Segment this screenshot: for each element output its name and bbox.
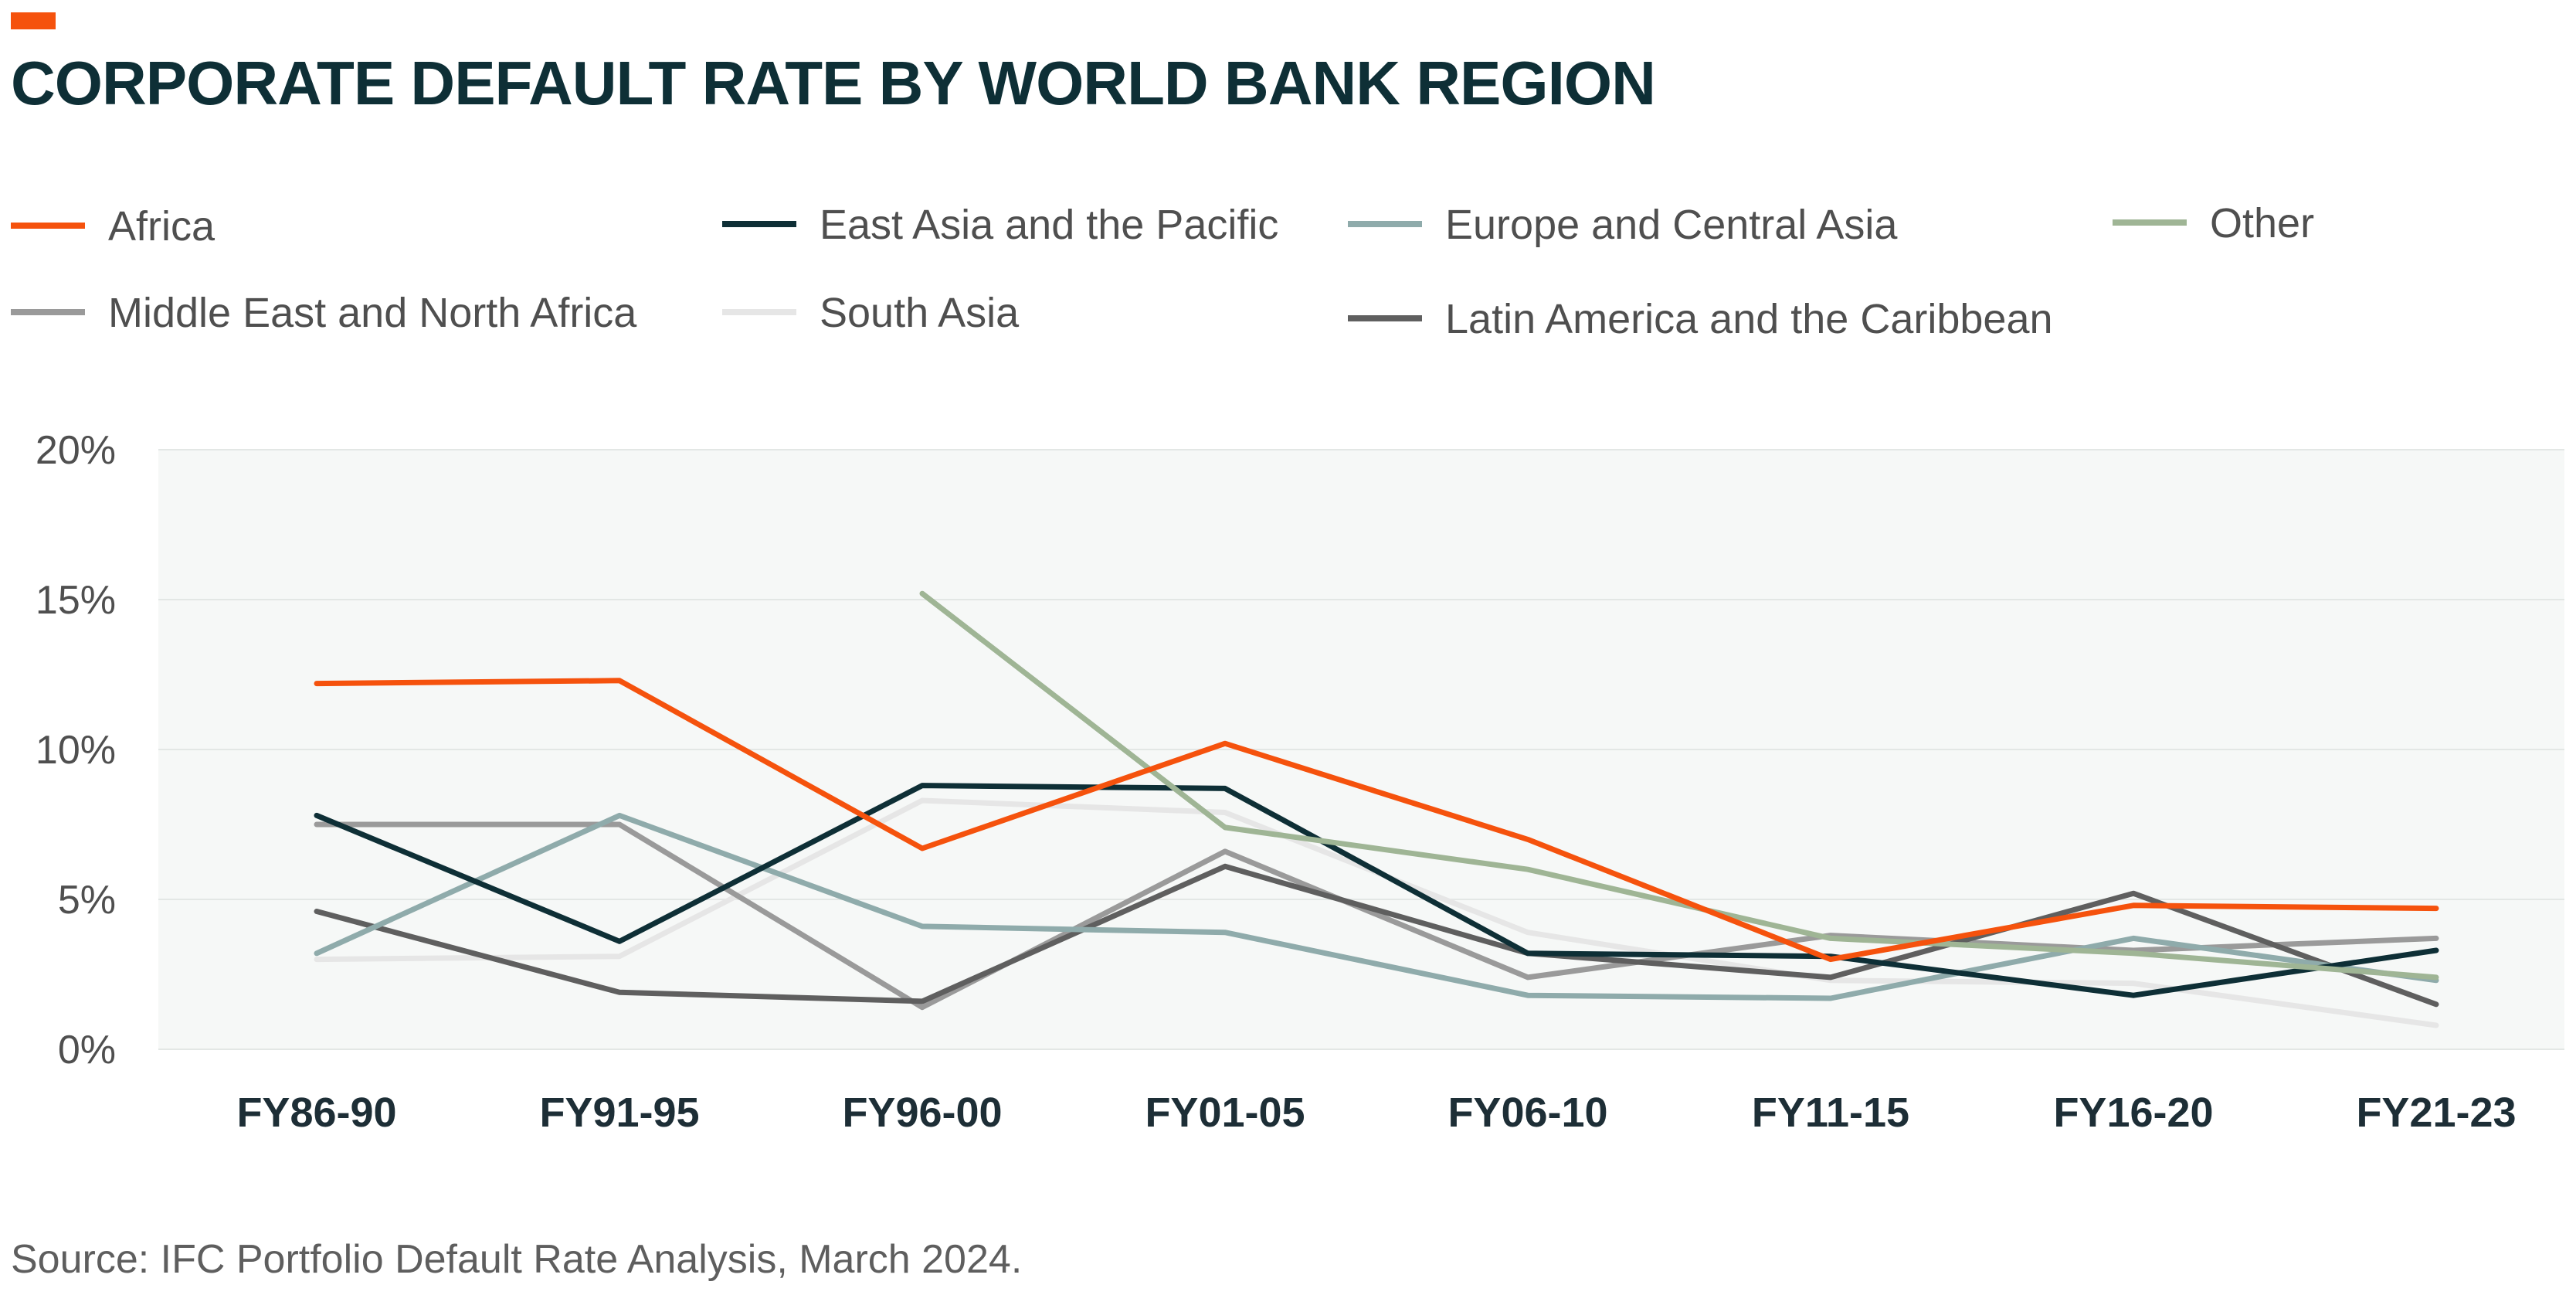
- y-tick-label: 5%: [58, 878, 116, 923]
- accent-bar: [11, 12, 56, 29]
- x-tick-label: FY21-23: [2356, 1089, 2516, 1136]
- x-tick-label: FY96-00: [842, 1089, 1002, 1136]
- series-lines: [314, 590, 2439, 1028]
- legend-item: East Asia and the Pacific: [722, 202, 1278, 248]
- series-line-east-asia-and-the-pacific: [314, 783, 2439, 998]
- legend-item: Middle East and North Africa: [11, 290, 637, 336]
- y-tick-label: 0%: [58, 1028, 116, 1072]
- series-line-other: [919, 590, 2439, 981]
- legend-label: Europe and Central Asia: [1445, 202, 1898, 248]
- legend: Africa East Asia and the Pacific Europe an…: [11, 200, 2314, 342]
- legend-item: South Asia: [722, 290, 1020, 336]
- y-tick-label: 20%: [36, 428, 116, 473]
- legend-label: Africa: [108, 203, 216, 250]
- legend-item: Other: [2113, 200, 2314, 246]
- x-tick-label: FY01-05: [1145, 1089, 1305, 1136]
- legend-label: Other: [2210, 200, 2314, 246]
- x-tick-label: FY91-95: [539, 1089, 699, 1136]
- y-tick-label: 15%: [36, 578, 116, 623]
- legend-item: Latin America and the Caribbean: [1348, 296, 2053, 342]
- legend-item: Africa: [11, 203, 216, 250]
- legend-label: Middle East and North Africa: [108, 290, 637, 336]
- x-tick-label: FY06-10: [1448, 1089, 1607, 1136]
- x-tick-label: FY11-15: [1752, 1089, 1909, 1136]
- y-axis: 0% 5% 10% 15% 20%: [36, 428, 116, 1072]
- legend-label: East Asia and the Pacific: [820, 202, 1278, 248]
- legend-label: Latin America and the Caribbean: [1445, 296, 2053, 342]
- x-axis: FY86-90 FY91-95 FY96-00 FY01-05 FY06-10 FY11-…: [236, 1089, 2516, 1136]
- chart-title: CORPORATE DEFAULT RATE BY WORLD BANK REG…: [11, 49, 1656, 117]
- series-line-latin-america-and-the-caribbean: [314, 863, 2439, 1008]
- legend-label: South Asia: [820, 290, 1020, 336]
- source-note: Source: IFC Portfolio Default Rate Analy…: [11, 1237, 1023, 1282]
- series-line-africa: [314, 678, 2439, 963]
- x-tick-label: FY16-20: [2053, 1089, 2213, 1136]
- legend-item: Europe and Central Asia: [1348, 202, 1898, 248]
- x-tick-label: FY86-90: [236, 1089, 396, 1136]
- y-tick-label: 10%: [36, 728, 116, 773]
- gridlines: [158, 449, 2564, 1050]
